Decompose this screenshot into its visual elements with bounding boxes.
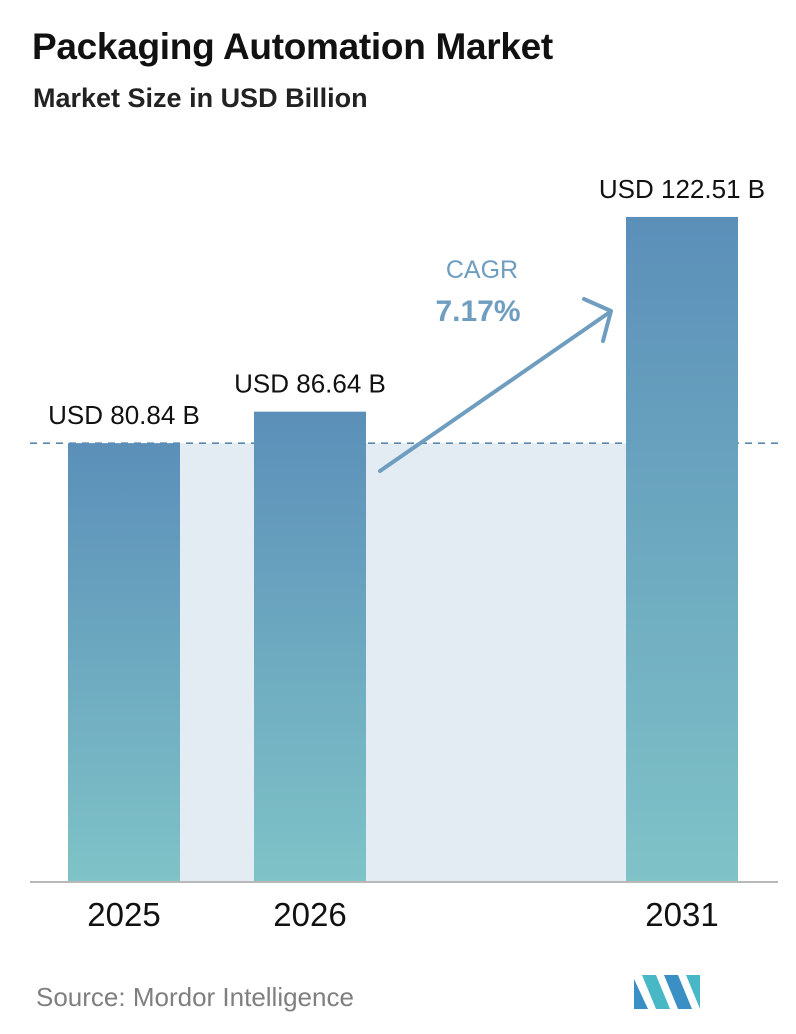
cagr-arrow [378, 310, 612, 473]
cagr-label: CAGR [446, 256, 518, 284]
x-tick-label-2026: 2026 [273, 896, 346, 933]
chart-title: Packaging Automation Market [32, 26, 553, 67]
chart-subtitle: Market Size in USD Billion [33, 83, 368, 113]
x-tick-label-2025: 2025 [87, 896, 160, 933]
cagr-arrowhead [582, 297, 613, 343]
mordor-logo-icon [634, 975, 700, 1009]
cagr-value: 7.17% [435, 295, 520, 328]
bar-2025 [68, 443, 180, 882]
value-label-2031: USD 122.51 B [599, 174, 765, 204]
value-label-2026: USD 86.64 B [234, 369, 386, 399]
value-label-2025: USD 80.84 B [48, 400, 200, 430]
source-note: Source: Mordor Intelligence [36, 982, 354, 1012]
bar-2031 [626, 216, 738, 883]
x-tick-label-2031: 2031 [645, 896, 718, 933]
bar-2026 [254, 411, 366, 882]
